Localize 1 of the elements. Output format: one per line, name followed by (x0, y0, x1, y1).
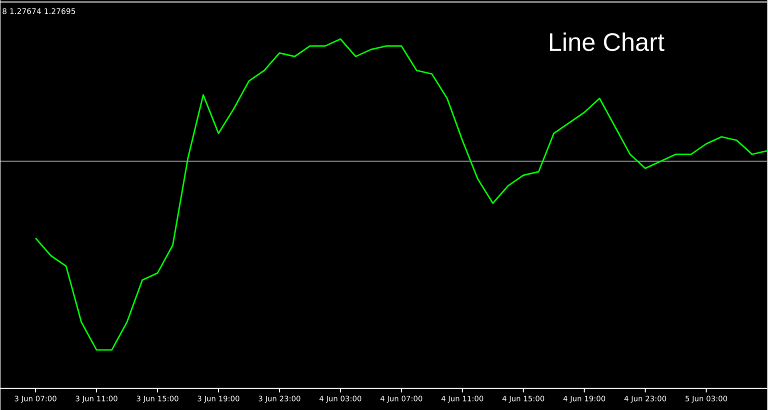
chart-title: Line Chart (550, 32, 664, 51)
